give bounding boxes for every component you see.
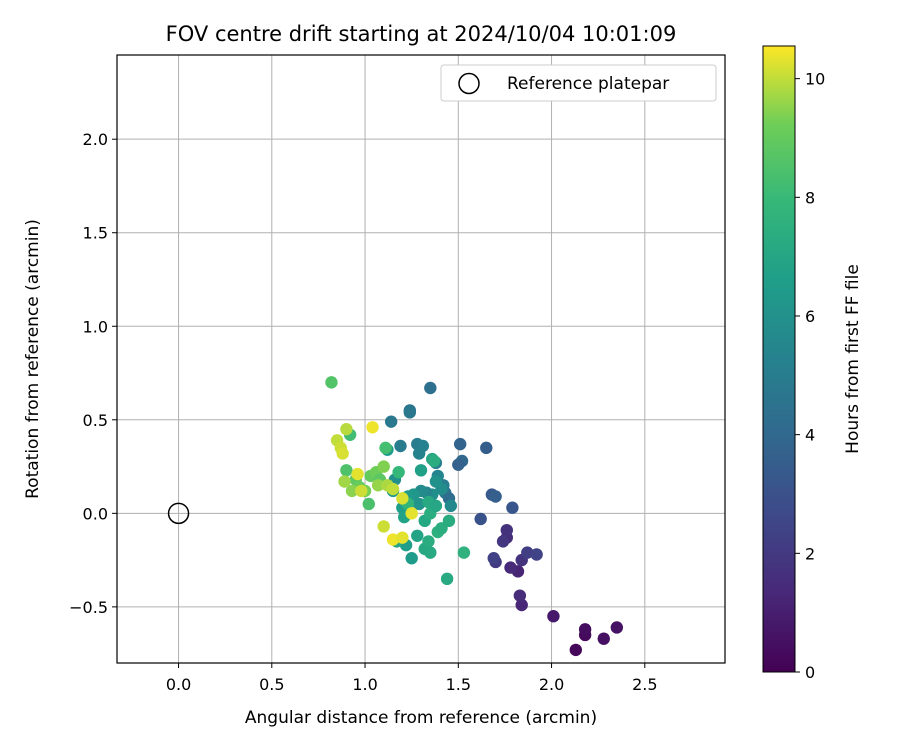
data-point bbox=[506, 501, 519, 514]
data-point bbox=[610, 621, 624, 634]
data-point bbox=[392, 465, 405, 479]
data-point bbox=[377, 520, 390, 533]
grid bbox=[117, 55, 725, 663]
x-axis-label: Angular distance from reference (arcmin) bbox=[245, 708, 597, 728]
x-tick-label: 0.0 bbox=[166, 675, 191, 694]
data-point bbox=[442, 514, 456, 528]
data-point bbox=[386, 533, 400, 546]
colorbar-tick-label: 4 bbox=[805, 426, 815, 445]
data-point bbox=[440, 572, 454, 586]
data-point bbox=[355, 484, 368, 498]
x-tick-label: 1.0 bbox=[352, 675, 377, 694]
data-point bbox=[411, 529, 424, 542]
colorbar-label: Hours from first FF file bbox=[843, 264, 863, 454]
data-point bbox=[521, 546, 534, 559]
data-point bbox=[362, 497, 375, 511]
data-point bbox=[351, 467, 364, 481]
x-tick-label: 2.0 bbox=[539, 675, 564, 694]
data-point bbox=[429, 499, 443, 513]
data-point bbox=[394, 439, 407, 453]
x-tick-label: 2.5 bbox=[632, 675, 657, 694]
y-axis-ticks: −0.5 0.0 0.5 1.0 1.5 2.0 bbox=[69, 130, 117, 617]
data-point bbox=[396, 531, 409, 544]
data-point bbox=[412, 447, 426, 460]
colorbar-tick-label: 10 bbox=[805, 70, 825, 89]
x-tick-label: 1.5 bbox=[446, 675, 471, 694]
data-point bbox=[453, 437, 467, 451]
plot-frame bbox=[116, 54, 726, 664]
data-point bbox=[377, 460, 390, 473]
y-tick-label: 1.0 bbox=[83, 317, 108, 336]
y-tick-label: 0.0 bbox=[83, 504, 108, 523]
y-tick-label: 0.5 bbox=[83, 411, 108, 430]
data-point bbox=[513, 589, 527, 602]
data-point bbox=[366, 421, 379, 434]
data-point bbox=[336, 447, 349, 460]
data-point bbox=[474, 512, 487, 526]
colorbar-tick-label: 0 bbox=[805, 663, 815, 682]
data-point bbox=[405, 507, 418, 520]
data-point bbox=[496, 535, 510, 548]
data-point bbox=[384, 415, 398, 428]
data-point bbox=[429, 475, 443, 488]
legend-entry-label: Reference platepar bbox=[507, 74, 669, 94]
data-point bbox=[414, 464, 428, 477]
data-point bbox=[504, 561, 517, 574]
y-axis-label: Rotation from reference (arcmin) bbox=[23, 219, 43, 499]
data-point bbox=[489, 490, 502, 503]
data-point bbox=[578, 623, 592, 636]
reference-marker bbox=[167, 502, 190, 525]
data-point bbox=[457, 546, 471, 559]
data-points bbox=[325, 376, 624, 657]
colorbar-ticks: 0 2 4 6 8 10 bbox=[795, 70, 825, 682]
colorbar-tick-label: 8 bbox=[805, 188, 815, 207]
legend-marker bbox=[458, 72, 480, 95]
data-point bbox=[422, 535, 435, 548]
legend-box bbox=[440, 64, 717, 102]
colorbar: 0 2 4 6 8 10 Hours from first FF file bbox=[762, 45, 863, 682]
data-point bbox=[371, 479, 385, 492]
x-axis-ticks: 0.0 0.5 1.0 1.5 2.0 2.5 bbox=[166, 663, 658, 694]
data-point bbox=[340, 422, 353, 436]
data-point bbox=[340, 464, 353, 477]
chart-title: FOV centre drift starting at 2024/10/04 … bbox=[166, 22, 677, 46]
legend: Reference platepar bbox=[440, 64, 717, 102]
data-point bbox=[403, 406, 417, 419]
y-tick-label: −0.5 bbox=[69, 598, 108, 617]
data-point bbox=[424, 381, 437, 395]
data-point bbox=[480, 441, 493, 455]
data-point bbox=[530, 548, 543, 561]
data-point bbox=[427, 454, 441, 468]
data-point bbox=[452, 458, 465, 471]
data-point bbox=[515, 598, 528, 612]
colorbar-tick-label: 6 bbox=[805, 307, 815, 326]
data-point bbox=[325, 376, 338, 389]
data-point bbox=[547, 610, 560, 623]
colorbar-tick-label: 2 bbox=[805, 544, 815, 563]
data-point bbox=[386, 482, 400, 496]
data-point bbox=[405, 552, 418, 565]
data-point bbox=[396, 492, 409, 505]
data-point bbox=[444, 499, 458, 513]
data-point bbox=[379, 441, 392, 455]
reference-marker-group bbox=[167, 502, 190, 525]
data-point bbox=[338, 475, 351, 488]
y-tick-label: 1.5 bbox=[83, 224, 108, 243]
data-point bbox=[500, 523, 513, 537]
x-tick-label: 0.5 bbox=[259, 675, 284, 694]
data-point bbox=[345, 484, 359, 498]
data-point bbox=[569, 643, 582, 657]
data-point bbox=[487, 552, 500, 565]
y-tick-label: 2.0 bbox=[83, 130, 108, 149]
colorbar-gradient bbox=[762, 45, 796, 673]
data-point bbox=[597, 632, 610, 645]
data-point bbox=[424, 546, 437, 559]
data-point bbox=[412, 497, 426, 511]
